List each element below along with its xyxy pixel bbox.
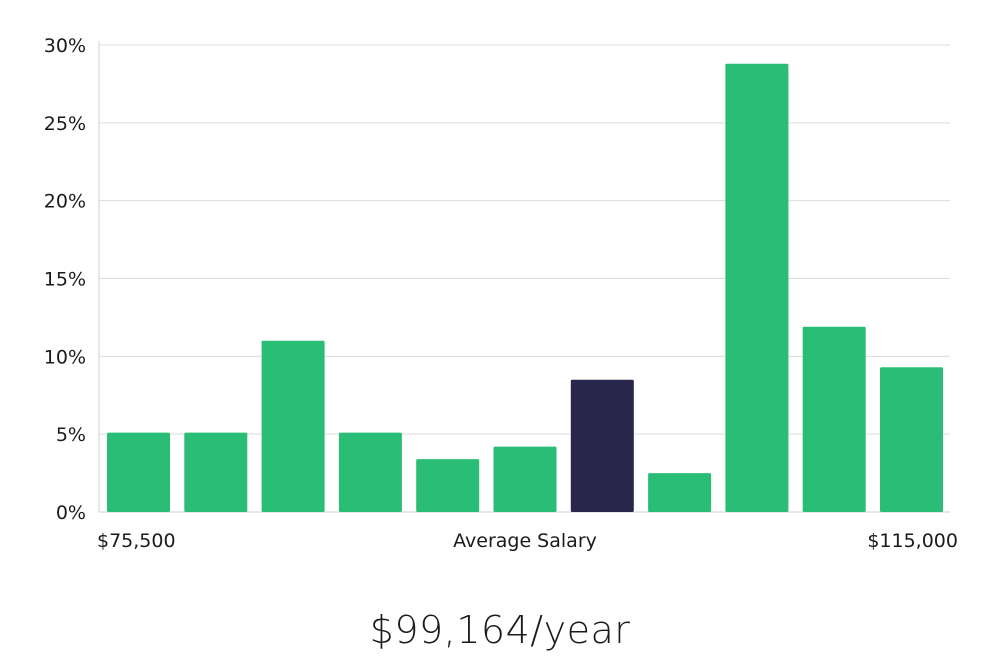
bar: [184, 432, 248, 512]
y-axis-ticks: 0% 5% 10% 15% 20% 25% 30%: [44, 35, 86, 524]
x-axis-title: Average Salary: [453, 530, 597, 552]
bar: [261, 340, 325, 512]
bar: [416, 459, 480, 512]
bar: [725, 63, 789, 512]
bar-highlighted: [570, 379, 634, 512]
bar: [880, 367, 943, 512]
bar: [802, 326, 866, 512]
bar: [107, 432, 170, 512]
x-max-label: $115,000: [867, 530, 958, 552]
x-min-label: $75,500: [97, 530, 176, 552]
y-tick-label: 5%: [56, 424, 86, 446]
y-tick-label: 10%: [44, 346, 86, 368]
bar: [648, 473, 712, 512]
y-tick-label: 25%: [44, 113, 86, 135]
bar: [493, 446, 557, 512]
y-tick-label: 0%: [56, 502, 86, 524]
y-tick-label: 15%: [44, 269, 86, 291]
y-tick-label: 30%: [44, 35, 86, 57]
bars: [107, 63, 943, 512]
bar: [338, 432, 402, 512]
y-tick-label: 20%: [44, 191, 86, 213]
average-salary-summary: $99,164/year: [369, 608, 631, 652]
